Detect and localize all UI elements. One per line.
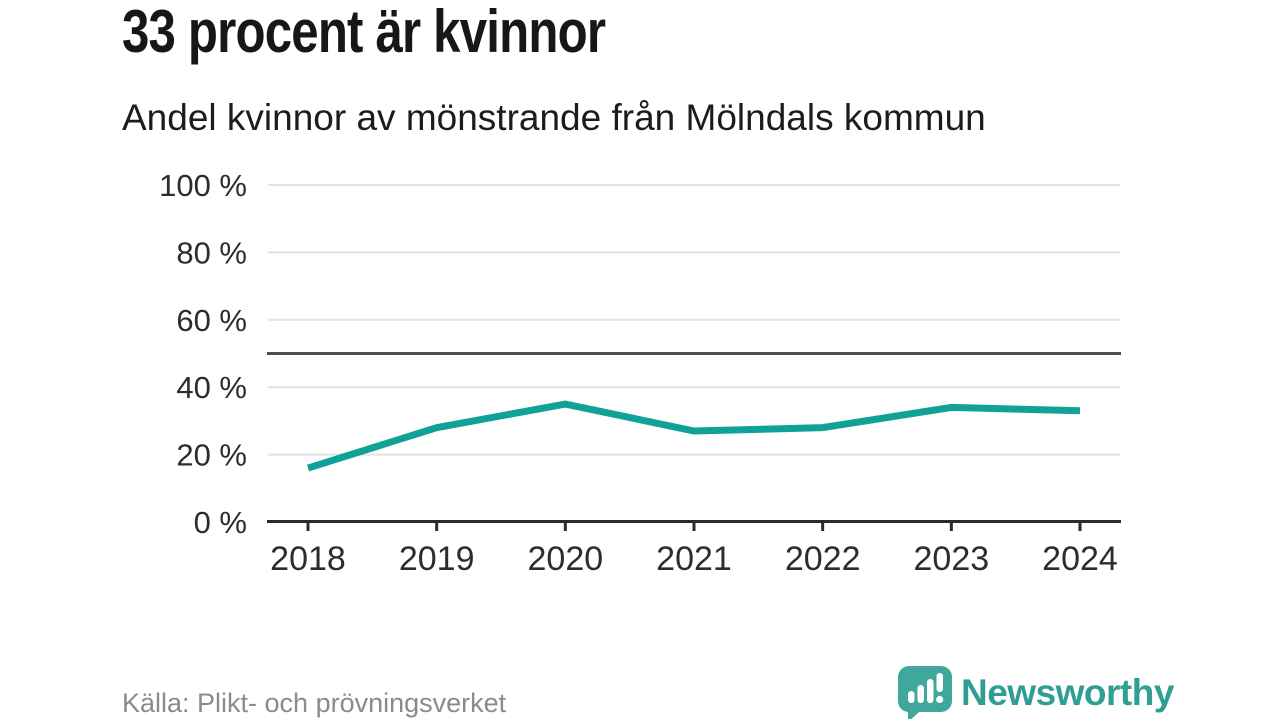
- x-tick-label: 2023: [914, 540, 990, 578]
- page-subtitle: Andel kvinnor av mönstrande från Mölndal…: [122, 97, 986, 138]
- page-title: 33 procent är kvinnor: [122, 0, 606, 65]
- x-tick-label: 2019: [399, 540, 475, 578]
- x-tick-label: 2020: [528, 540, 604, 578]
- x-tick-label: 2021: [656, 540, 732, 578]
- y-tick-label: 0 %: [194, 505, 247, 540]
- data-line-andel-kvinnor-av-mönstrande: [306, 400, 1081, 472]
- y-tick-label: 80 %: [176, 235, 247, 270]
- y-tick-label: 40 %: [176, 370, 247, 405]
- y-tick-label: 100 %: [159, 168, 247, 203]
- x-tick-label: 2018: [270, 540, 346, 578]
- source-label: Källa: Plikt- och prövningsverket: [122, 688, 507, 718]
- y-tick-label: 60 %: [176, 303, 247, 338]
- x-tick-label: 2022: [785, 540, 861, 578]
- y-tick-label: 20 %: [176, 438, 247, 473]
- brand-name: Newsworthy: [961, 671, 1174, 713]
- x-tick-label: 2024: [1042, 540, 1118, 578]
- brand-footer: Newsworthy: [898, 666, 1174, 719]
- newsworthy-logo-icon: [898, 666, 952, 719]
